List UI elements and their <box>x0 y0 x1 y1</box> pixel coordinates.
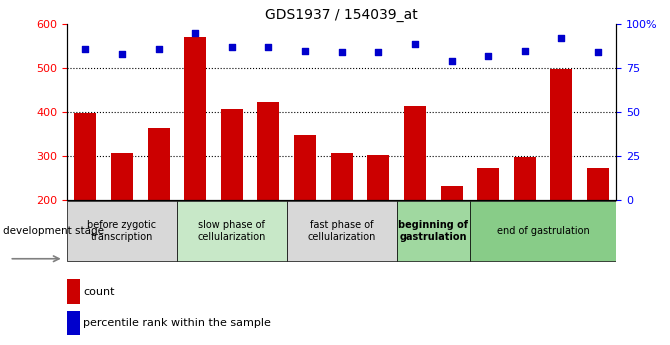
Title: GDS1937 / 154039_at: GDS1937 / 154039_at <box>265 8 418 22</box>
Bar <box>257 102 279 200</box>
Text: development stage: development stage <box>3 226 105 236</box>
Bar <box>67 310 80 335</box>
Point <box>556 36 567 41</box>
Bar <box>294 135 316 200</box>
Bar <box>441 186 462 200</box>
Bar <box>147 128 170 200</box>
Point <box>263 44 274 50</box>
Text: before zygotic
transcription: before zygotic transcription <box>87 220 157 242</box>
Point <box>483 53 494 59</box>
Bar <box>514 157 536 200</box>
Point <box>80 46 90 51</box>
Bar <box>477 168 499 200</box>
Bar <box>74 114 96 200</box>
Bar <box>367 155 389 200</box>
Point <box>336 50 347 55</box>
Bar <box>470 201 616 261</box>
Point <box>446 58 457 64</box>
Point <box>299 48 310 53</box>
Text: end of gastrulation: end of gastrulation <box>496 226 590 236</box>
Point <box>153 46 164 51</box>
Point <box>190 30 200 36</box>
Text: percentile rank within the sample: percentile rank within the sample <box>84 318 271 328</box>
Text: count: count <box>84 287 115 297</box>
Bar <box>331 152 352 200</box>
Point <box>519 48 530 53</box>
Point <box>593 50 604 55</box>
Bar <box>551 69 572 200</box>
Point <box>117 51 127 57</box>
Bar <box>177 201 287 261</box>
Bar <box>111 153 133 200</box>
Text: slow phase of
cellularization: slow phase of cellularization <box>198 220 266 242</box>
Bar <box>67 201 177 261</box>
Text: beginning of
gastrulation: beginning of gastrulation <box>398 220 468 242</box>
Bar <box>221 109 243 200</box>
Bar <box>404 106 426 200</box>
Point <box>373 50 384 55</box>
Point <box>409 41 420 46</box>
Point <box>226 44 237 50</box>
Bar <box>587 168 609 200</box>
Bar <box>397 201 470 261</box>
Bar <box>67 279 80 304</box>
Text: fast phase of
cellularization: fast phase of cellularization <box>308 220 376 242</box>
Bar <box>184 37 206 200</box>
Bar <box>287 201 397 261</box>
